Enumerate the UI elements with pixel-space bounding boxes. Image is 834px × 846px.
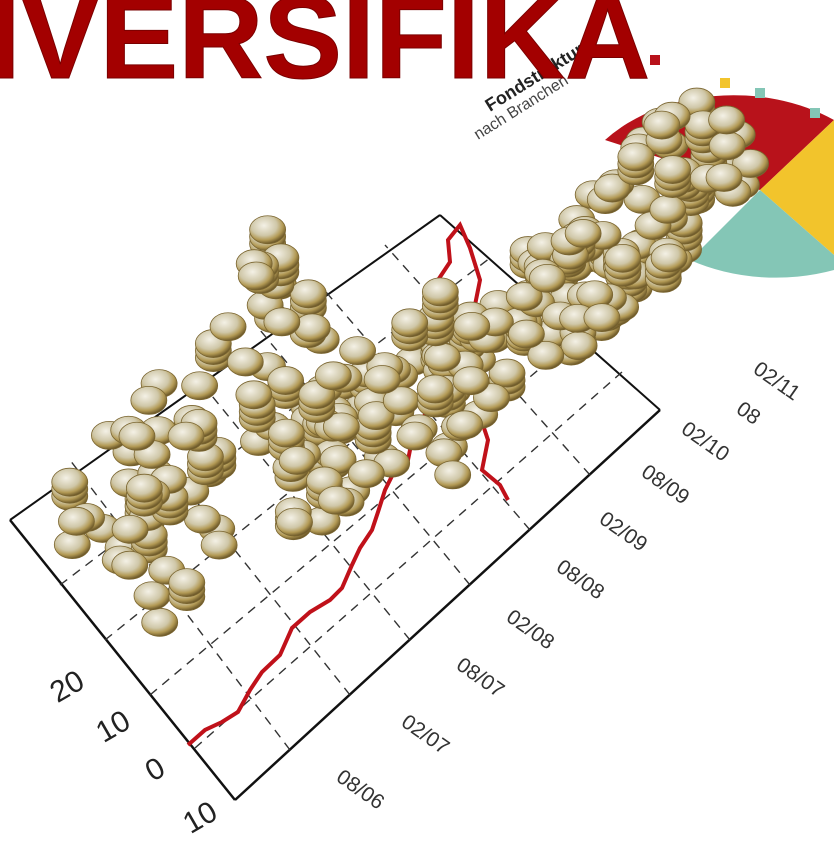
- coin: [111, 514, 149, 544]
- x-axis-label: 08/07: [452, 653, 508, 702]
- coin: [452, 366, 490, 396]
- x-axis-label: 02/08: [502, 605, 558, 654]
- coin: [322, 412, 360, 442]
- coin: [434, 460, 472, 490]
- coin: [650, 243, 688, 273]
- pie-legend: [650, 55, 820, 118]
- coin: [423, 342, 461, 372]
- coin: [133, 581, 171, 611]
- coin: [396, 421, 434, 451]
- x-axis-label: 02/07: [397, 710, 453, 759]
- coin: [235, 380, 273, 410]
- coin: [130, 385, 168, 415]
- coin: [200, 530, 238, 560]
- headline: IVERSIFIKA: [0, 0, 650, 104]
- coin: [58, 506, 95, 536]
- coin: [249, 215, 287, 245]
- legend-swatch: [650, 55, 660, 65]
- x-axis-label: 02/09: [595, 507, 651, 556]
- coin: [363, 365, 401, 394]
- legend-swatch: [810, 108, 820, 118]
- coin: [209, 312, 247, 342]
- coin: [181, 371, 219, 401]
- legend-swatch: [755, 88, 765, 98]
- coin: [339, 336, 377, 366]
- coin: [226, 347, 264, 377]
- x-axis-label: 08/08: [552, 555, 608, 604]
- coin: [184, 504, 221, 534]
- x-axis-label: 08/09: [637, 460, 693, 509]
- coin: [508, 319, 545, 349]
- coin: [560, 331, 598, 361]
- y-axis-label: 10: [178, 795, 223, 840]
- x-axis-label: 02/10: [677, 417, 733, 466]
- coin: [167, 421, 205, 451]
- coin: [705, 163, 743, 192]
- coin: [51, 467, 89, 497]
- coin: [125, 473, 163, 503]
- coin: [111, 550, 149, 580]
- coin: [617, 142, 655, 172]
- coin: [453, 311, 491, 341]
- y-axis-label: 0: [140, 751, 171, 788]
- coin: [708, 131, 746, 161]
- coin: [268, 418, 305, 448]
- x-axis-label: 08: [732, 397, 764, 429]
- coin: [708, 105, 745, 135]
- coin: [276, 507, 313, 537]
- coin: [416, 374, 454, 404]
- coin: [643, 110, 681, 140]
- legend-swatch: [720, 78, 730, 88]
- coin: [357, 401, 395, 431]
- coin: [314, 361, 352, 391]
- coin: [593, 173, 631, 203]
- coin: [583, 303, 621, 333]
- coin: [278, 446, 316, 475]
- coin: [654, 155, 692, 184]
- x-axis-label: 02/11: [749, 357, 804, 405]
- coin: [118, 421, 156, 451]
- coin: [488, 358, 526, 388]
- coins: [51, 87, 769, 637]
- coin: [317, 485, 355, 515]
- coin: [289, 279, 327, 309]
- y-axis-label: 10: [91, 704, 136, 749]
- frame-line: [9, 519, 236, 801]
- x-axis-label: 08/06: [332, 765, 388, 814]
- coin: [732, 149, 769, 178]
- coin: [564, 219, 602, 248]
- coin: [527, 340, 565, 370]
- coin: [141, 607, 179, 637]
- coin: [528, 263, 566, 293]
- coin: [649, 194, 687, 224]
- coin: [347, 459, 385, 489]
- pie-slice: [690, 190, 834, 278]
- coin: [446, 410, 484, 440]
- coin: [267, 366, 305, 395]
- coin: [604, 243, 642, 273]
- coin: [263, 307, 301, 337]
- coin: [505, 282, 543, 311]
- coin: [421, 277, 459, 307]
- coin: [168, 568, 206, 598]
- pie-slice: [760, 120, 834, 255]
- coin: [391, 308, 429, 338]
- coin: [237, 261, 275, 291]
- y-axis-label: 20: [45, 664, 90, 709]
